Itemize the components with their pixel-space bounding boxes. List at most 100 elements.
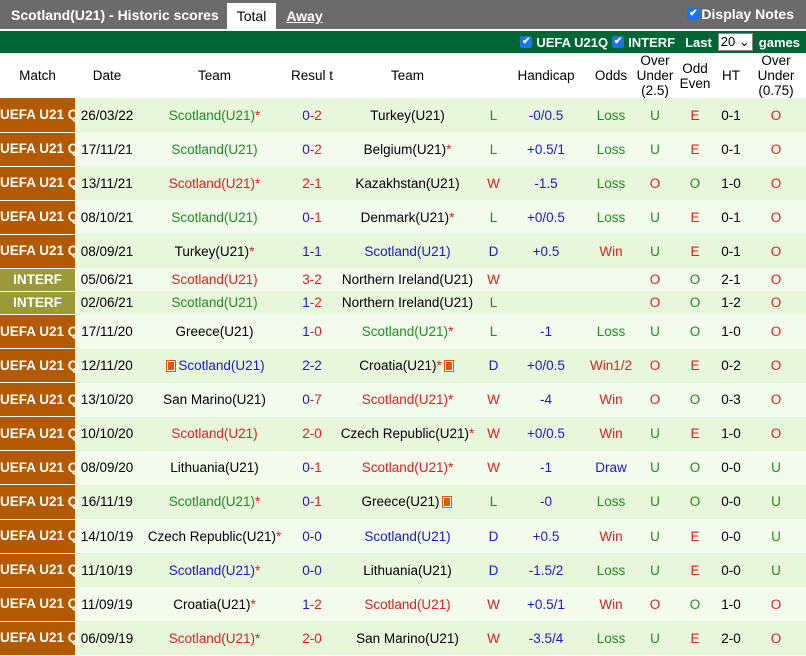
competition-badge[interactable]: UEFA U21 Q [0, 314, 78, 350]
competition-badge[interactable]: UEFA U21 Q [0, 382, 78, 418]
competition-badge[interactable]: UEFA U21 Q [0, 200, 78, 235]
score-link[interactable]: 2-1 [290, 166, 334, 201]
handicap-value: +0/0.5 [506, 200, 586, 235]
score-link[interactable]: 2-0 [290, 621, 334, 656]
competition-badge[interactable]: UEFA U21 Q [0, 166, 78, 201]
competition-badge[interactable]: UEFA U21 Q [0, 621, 78, 656]
home-team-link[interactable]: Scotland(U21) [168, 630, 256, 646]
home-team-link[interactable]: Scotland(U21) [171, 272, 258, 288]
score-link[interactable]: 1-2 [290, 291, 334, 315]
home-team-link[interactable]: Scotland(U21) [168, 107, 256, 123]
games-label: games [758, 34, 800, 50]
score-link[interactable]: 1-2 [290, 587, 334, 622]
away-team-link[interactable]: Lithuania(U21) [363, 562, 452, 578]
tab-away[interactable]: Away [286, 8, 323, 24]
handicap-value: -1.5/2 [506, 553, 586, 588]
away-team-link[interactable]: Scotland(U21) [364, 528, 451, 544]
home-team-link[interactable]: Scotland(U21) [171, 295, 258, 311]
competition-badge[interactable]: UEFA U21 Q [0, 519, 78, 554]
over-under-075-result: O [746, 382, 806, 417]
match-outcome: L [481, 484, 506, 520]
home-team-link[interactable]: Lithuania(U21) [170, 460, 259, 476]
filter-interf-checkbox[interactable]: ✔ [612, 36, 625, 48]
away-team-link[interactable]: Greece(U21) [361, 494, 440, 510]
score-link[interactable]: 1-0 [290, 314, 334, 349]
home-team-link[interactable]: Scotland(U21) [168, 562, 256, 578]
competition-badge[interactable]: UEFA U21 Q [0, 348, 78, 384]
filter-uefa-checkbox[interactable]: ✔ [520, 36, 533, 48]
competition-badge[interactable]: UEFA U21 Q [0, 416, 78, 452]
home-team-link[interactable]: Scotland(U21) [171, 141, 258, 157]
away-team-link[interactable]: Scotland(U21) [361, 392, 449, 408]
away-team-link[interactable]: Scotland(U21) [364, 243, 451, 259]
score-link[interactable]: 0-2 [290, 132, 334, 167]
odd-even-result: E [674, 621, 716, 656]
home-team-link[interactable]: Scotland(U21) [168, 494, 256, 510]
competition-badge[interactable]: UEFA U21 Q [0, 553, 78, 588]
home-team-link[interactable]: Scotland(U21) [171, 209, 258, 225]
score-link[interactable]: 2-2 [290, 348, 334, 383]
over-under-075-result: U [746, 519, 806, 554]
neutral-star-marker: * [276, 528, 282, 544]
competition-badge[interactable]: UEFA U21 Q [0, 450, 78, 486]
score-link[interactable]: 0-1 [290, 200, 334, 235]
home-team-link[interactable]: Scotland(U21) [178, 358, 265, 374]
over-under-075-result: O [746, 587, 806, 622]
away-team-link[interactable]: Scotland(U21) [361, 324, 449, 340]
score-link[interactable]: 0-1 [290, 450, 334, 485]
score-link[interactable]: 0-2 [290, 98, 334, 133]
home-team-link[interactable]: Scotland(U21) [168, 175, 256, 191]
away-team-link[interactable]: Belgium(U21) [363, 141, 447, 157]
table-row: UEFA U21 Q 10/10/20 Scotland(U21) 2-0 Czech … [0, 416, 806, 452]
competition-badge[interactable]: UEFA U21 Q [0, 587, 78, 622]
match-date: 05/06/21 [75, 268, 139, 292]
competition-badge[interactable]: UEFA U21 Q [0, 234, 78, 269]
score-link[interactable]: 3-2 [290, 268, 334, 292]
away-team-link[interactable]: San Marino(U21) [356, 630, 459, 646]
odd-even-result: E [674, 416, 716, 451]
odds-result: Loss [586, 98, 636, 133]
home-team-cell: Scotland(U21)* [139, 553, 290, 588]
score-link[interactable]: 0-0 [290, 519, 334, 554]
score-link[interactable]: 1-1 [290, 234, 334, 269]
home-team-link[interactable]: Greece(U21) [175, 324, 254, 340]
away-team-link[interactable]: Croatia(U21) [359, 358, 437, 374]
away-team-link[interactable]: Kazakhstan(U21) [355, 175, 460, 191]
away-team-link[interactable]: Northern Ireland(U21) [341, 295, 474, 311]
score-link[interactable]: 0-0 [290, 553, 334, 588]
odd-even-result: E [674, 98, 716, 133]
away-team-link[interactable]: Turkey(U21) [370, 107, 445, 123]
over-under-result: U [636, 450, 674, 485]
away-team-link[interactable]: Czech Republic(U21) [340, 426, 470, 442]
competition-badge[interactable]: UEFA U21 Q [0, 98, 78, 133]
last-games-select[interactable]: 20 ⌄ [717, 33, 753, 51]
neutral-star-marker: * [448, 460, 454, 476]
competition-badge[interactable]: UEFA U21 Q [0, 132, 78, 167]
away-team-cell: Scotland(U21)* [334, 450, 481, 485]
score-link[interactable]: 0-7 [290, 382, 334, 417]
match-outcome: D [481, 553, 506, 588]
home-team-link[interactable]: Croatia(U21) [173, 596, 251, 612]
away-team-cell: Greece(U21) [334, 484, 481, 520]
home-team-link[interactable]: Czech Republic(U21) [147, 528, 277, 544]
away-team-link[interactable]: Northern Ireland(U21) [341, 272, 474, 288]
display-notes-toggle[interactable]: ✔ Display Notes [687, 6, 794, 22]
competition-badge[interactable]: INTERF [0, 291, 75, 315]
over-under-result: U [636, 132, 674, 167]
away-team-link[interactable]: Denmark(U21) [360, 209, 450, 225]
competition-badge[interactable]: UEFA U21 Q [0, 484, 78, 520]
home-team-link[interactable]: Turkey(U21) [174, 243, 250, 259]
away-team-link[interactable]: Scotland(U21) [361, 460, 449, 476]
home-team-link[interactable]: Scotland(U21) [171, 426, 258, 442]
match-outcome: L [481, 200, 506, 235]
odd-even-result: O [674, 484, 716, 520]
score-link[interactable]: 2-0 [290, 416, 334, 451]
match-date: 17/11/20 [75, 314, 139, 349]
competition-badge[interactable]: INTERF [0, 268, 75, 292]
score-link[interactable]: 0-1 [290, 484, 334, 520]
checkbox-icon[interactable]: ✔ [687, 8, 700, 20]
tab-total[interactable]: Total [226, 3, 277, 29]
table-row: UEFA U21 Q 16/11/19 Scotland(U21)* 0-1 Greec… [0, 484, 806, 520]
home-team-link[interactable]: San Marino(U21) [163, 392, 266, 408]
away-team-link[interactable]: Scotland(U21) [364, 596, 451, 612]
